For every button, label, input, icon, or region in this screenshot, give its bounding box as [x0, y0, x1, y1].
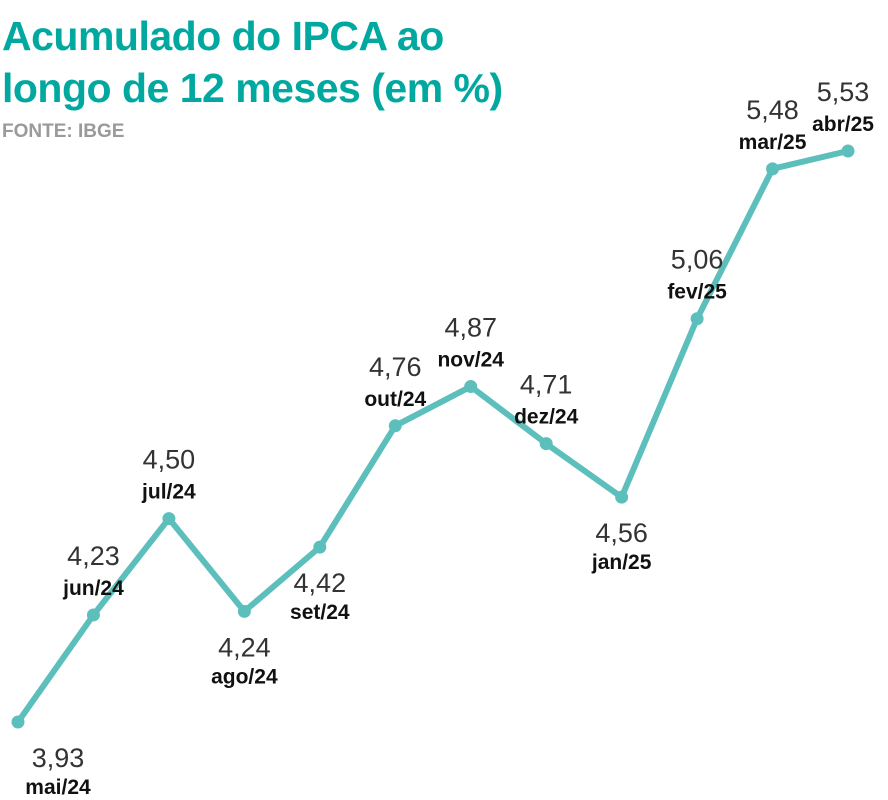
data-label-value: 4,42 — [294, 568, 347, 598]
data-point — [841, 144, 855, 158]
data-label-value: 3,93 — [32, 743, 85, 773]
data-label-value: 4,76 — [369, 352, 422, 382]
category-label: set/24 — [290, 601, 350, 624]
data-point — [766, 162, 780, 176]
series-line — [15, 148, 849, 724]
category-label: out/24 — [364, 388, 426, 411]
data-point — [690, 312, 704, 326]
category-label: mar/25 — [739, 131, 807, 154]
category-label: abr/25 — [812, 113, 874, 136]
data-point — [615, 490, 629, 504]
data-point — [86, 608, 100, 622]
data-point — [388, 419, 402, 433]
category-label: mai/24 — [25, 776, 91, 799]
data-point — [539, 437, 553, 451]
chart-title: Acumulado do IPCA ao longo de 12 meses (… — [2, 13, 503, 111]
category-label: jul/24 — [141, 481, 196, 504]
data-point — [313, 540, 327, 554]
category-label: jun/24 — [62, 577, 124, 600]
data-label-value: 4,87 — [444, 313, 497, 343]
data-point — [162, 512, 176, 526]
data-label-value: 4,24 — [218, 632, 271, 662]
data-label-value: 5,06 — [671, 245, 724, 275]
data-point — [237, 604, 251, 618]
category-label: ago/24 — [211, 665, 278, 688]
category-label: dez/24 — [514, 406, 579, 429]
category-label: nov/24 — [437, 349, 504, 372]
category-label: jan/25 — [591, 551, 652, 574]
data-label-value: 4,50 — [143, 445, 196, 475]
data-point — [11, 715, 25, 729]
data-label-value: 4,23 — [67, 541, 120, 571]
data-label-value: 4,71 — [520, 370, 573, 400]
data-point — [464, 380, 478, 394]
data-label-value: 5,48 — [746, 95, 799, 125]
chart-source: FONTE: IBGE — [2, 121, 125, 142]
category-label: fev/25 — [667, 281, 727, 304]
data-label-value: 5,53 — [817, 77, 870, 107]
data-label-value: 4,56 — [595, 518, 648, 548]
